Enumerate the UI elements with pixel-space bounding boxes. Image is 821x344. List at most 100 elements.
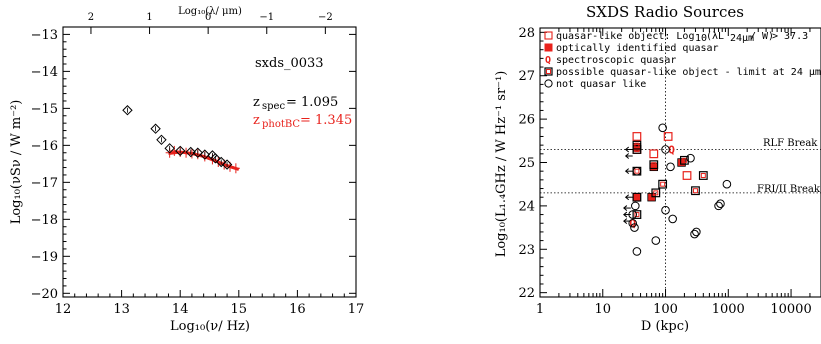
legend-label-possible-quasar: possible quasar-like object - limit at 2…: [556, 67, 821, 78]
radio-x-tick-label: 10: [594, 302, 611, 317]
sed-diamond-marker: [122, 105, 133, 116]
outer-square: [632, 192, 642, 202]
sed-x-tick-label: 12: [55, 302, 72, 317]
source-id-annotation: sxds_0033: [255, 56, 324, 71]
sed-diamond-point: [192, 147, 203, 158]
z-spec-label: z: [253, 95, 260, 110]
sed-panel: 12 13 14 15 16 17 −20 −19 −18 −17 −16 −15 −14 −13 2 1 0…: [9, 6, 364, 334]
legend-marker-filled-red-square: [544, 43, 553, 52]
legend-label-quasar-like-suffix: > 37.3: [772, 31, 808, 42]
sed-photometry-point: [231, 163, 240, 174]
sed-y-tick-label: −14: [31, 65, 58, 80]
radio-upper-limit-arrow: [623, 211, 631, 218]
sed-data-marks: [122, 105, 240, 174]
z-spec-annotation: z spec = 1.095: [253, 95, 338, 112]
sed-diamond-point: [156, 134, 167, 146]
radio-possible-quasar-point: [651, 188, 661, 198]
radio-not-quasar-point: [666, 162, 675, 172]
radio-x-tick-label: 10000: [770, 302, 811, 317]
sed-top-tick-labels: 2 1 0 −1 −2: [88, 12, 333, 23]
radio-quasar-like-point: [632, 132, 642, 141]
radio-y-tick-label: 25: [518, 156, 535, 171]
outer-square: [632, 140, 642, 150]
radio-axis-ticks: [539, 28, 811, 297]
sed-top-tick-label: 2: [88, 12, 94, 23]
outer-square: [691, 186, 700, 196]
radio-y-axis-label: Log₁₀(L₁.₄GHz / W Hz⁻¹ sr⁻¹): [494, 71, 509, 258]
radio-x-tick-label: 1000: [712, 302, 745, 317]
outer-square: [658, 179, 668, 189]
sed-diamond-point: [221, 159, 233, 170]
sed-top-tick-label: −2: [318, 12, 333, 23]
fri-ii-break-label: FRI/II Break: [757, 184, 821, 195]
sed-plot-frame: [62, 26, 357, 298]
legend-marker-black-square: [544, 67, 553, 76]
radio-upper-limit-arrow: [624, 168, 633, 175]
sed-diamond-marker: [156, 134, 167, 146]
sed-diamond-marker: [221, 159, 233, 170]
radio-y-tick-label: 24: [518, 199, 535, 214]
legend-label-optical-quasar: optically identified quasar: [556, 43, 719, 54]
sed-diamond-point: [210, 153, 221, 164]
radio-x-axis-label: D (kpc): [641, 319, 689, 334]
radio-not-quasar-point: [714, 201, 723, 211]
sed-y-tick-label: −15: [31, 102, 58, 117]
sed-diamond-point: [199, 149, 211, 160]
radio-tick-labels: 1 10 100 1000 10000 22 23 24 25 26 27 28: [518, 26, 811, 317]
outer-square: [651, 188, 661, 198]
radio-data-marks: QQ: [623, 123, 732, 256]
radio-not-quasar-point: [630, 223, 639, 232]
radio-reference-lines: [540, 28, 821, 297]
radio-not-quasar-point: [628, 218, 638, 228]
sed-axis-ticks: [62, 27, 357, 297]
radio-not-quasar-point: [632, 166, 642, 176]
arrow-head: [624, 194, 630, 201]
radio-y-tick-label: 26: [518, 113, 535, 128]
radio-optical-quasar-point: [632, 193, 642, 202]
radio-not-quasar-point: [686, 153, 695, 163]
radio-possible-quasar-point: [632, 210, 642, 219]
rlf-break-label: RLF Break: [763, 138, 818, 149]
legend-label-quasar-like-sub: 10: [695, 33, 707, 44]
sed-x-tick-label: 14: [172, 302, 189, 317]
arrow-head: [623, 211, 628, 218]
radio-possible-quasar-point: [658, 179, 668, 189]
radio-panel: SXDS Radio Sources 1 10 100 1000 10000 22 23 24…: [494, 3, 821, 334]
radio-x-tick-label: 1: [536, 302, 544, 317]
sed-diamond-point: [185, 146, 196, 158]
radio-quasar-like-point: [663, 132, 673, 141]
radio-chart-title: SXDS Radio Sources: [586, 3, 744, 21]
radio-not-quasar-point: [658, 123, 667, 133]
radio-quasar-like-point: [682, 171, 692, 180]
sed-tick-labels: 12 13 14 15 16 17 −20 −19 −18 −17 −16 −15 −14 −13: [31, 28, 365, 317]
radio-not-quasar-point: [722, 179, 732, 189]
sed-diamond-marker: [210, 153, 221, 164]
sed-y-tick-label: −17: [31, 176, 58, 191]
sed-diamond-marker: [199, 149, 211, 160]
outer-square: [649, 160, 659, 170]
legend-item-spectroscopic-quasar: Q spectroscopic quasar: [545, 55, 676, 66]
radio-not-quasar-point: [661, 145, 670, 154]
radio-possible-quasar-point: [691, 186, 700, 196]
sed-diamond-point: [122, 105, 133, 116]
sed-diamond-point: [150, 123, 161, 134]
legend-marker-open-red-square: [544, 31, 553, 40]
legend-item-not-quasar: not quasar like: [544, 79, 646, 90]
radio-possible-quasar-point: [632, 192, 642, 202]
radio-not-quasar-point: [668, 214, 677, 224]
z-phot-value: = 1.345: [300, 113, 352, 128]
inner-square: [651, 162, 657, 168]
inner-square: [634, 142, 640, 148]
arrow-head: [623, 218, 628, 224]
radio-possible-quasar-point: [632, 140, 642, 150]
radio-legend: quasar-like object: Log 10 (λL 24μm / W)…: [544, 31, 821, 90]
sed-y-tick-label: −20: [31, 287, 58, 302]
radio-upper-limit-arrow: [624, 146, 633, 153]
sed-diamond-point: [174, 145, 186, 157]
radio-not-quasar-point: [632, 247, 642, 256]
inner-square: [634, 168, 640, 174]
radio-y-tick-label: 23: [518, 243, 535, 258]
radio-spectroscopic-quasar-point: Q: [668, 143, 675, 156]
legend-label-not-quasar: not quasar like: [556, 79, 646, 90]
